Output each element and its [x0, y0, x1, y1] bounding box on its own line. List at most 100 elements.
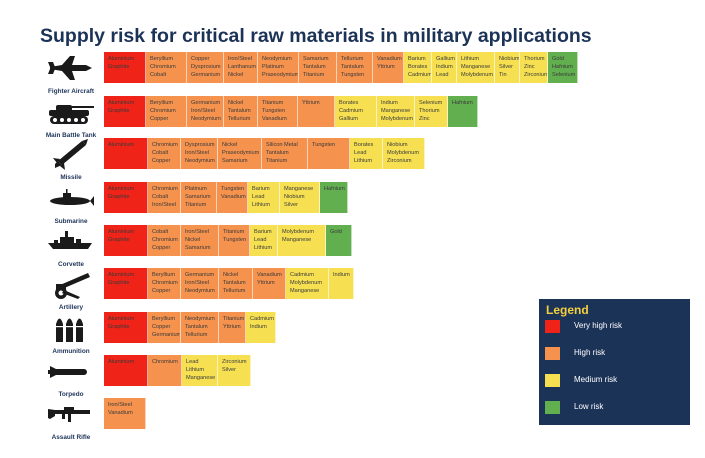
- material-label: Graphite: [108, 108, 130, 115]
- material-label: Hafnium: [552, 64, 573, 71]
- material-label: Copper: [150, 116, 169, 123]
- risk-cell: Yttrium: [298, 96, 335, 127]
- material-label: Selenium: [419, 100, 443, 106]
- material-label: Chromium: [152, 237, 178, 244]
- material-label: Tungsten: [341, 72, 365, 79]
- risk-cell: Gold Hafnium Selenium: [548, 52, 578, 83]
- material-label: Lithium: [252, 202, 271, 209]
- material-label: Silicon Metal: [266, 142, 298, 148]
- material-label: Titanium: [262, 100, 284, 106]
- material-label: Beryllium: [150, 100, 174, 106]
- material-label: Titanium: [303, 72, 325, 79]
- risk-cell: Hafnium: [448, 96, 478, 127]
- risk-cell: Aluminium Graphite: [104, 312, 148, 343]
- risk-cell: Nickel Tantalum Tellurium: [224, 96, 258, 127]
- risk-cell: Chromium Cobalt Iron/Steel: [148, 182, 181, 213]
- material-label: Titanium: [185, 202, 207, 209]
- material-label: Tin: [499, 72, 507, 79]
- material-label: Iron/Steel: [185, 280, 209, 287]
- risk-cell: Titanium Yttrium: [219, 312, 246, 343]
- risk-cell: Chromium: [148, 355, 182, 386]
- material-label: Titanium: [223, 229, 245, 235]
- material-label: Graphite: [108, 324, 130, 331]
- risk-cell: Nickel Tantalum Tellurium: [219, 268, 253, 299]
- material-label: Silver: [222, 367, 236, 374]
- risk-cell: Platinum Samarium Titanium: [181, 182, 217, 213]
- risk-cell: Vanadium Yttrium: [373, 52, 404, 83]
- material-label: Lanthanum: [228, 64, 256, 71]
- material-label: Beryllium: [150, 56, 174, 62]
- material-label: Tantalum: [341, 64, 364, 71]
- material-label: Indium: [381, 100, 398, 106]
- risk-cell: Iron/Steel Lanthanum Nickel: [224, 52, 258, 83]
- material-label: Nickel: [228, 72, 244, 79]
- material-label: Cobalt: [152, 150, 169, 157]
- risk-cell: Aluminium: [104, 355, 148, 386]
- risk-cell: Borates Lead Lithium: [350, 138, 383, 169]
- submarine-icon: [50, 189, 94, 206]
- material-label: Tungsten: [312, 142, 336, 148]
- material-label: Lead: [252, 194, 265, 201]
- risk-cell: Lithium Manganese Molybdenum: [457, 52, 495, 83]
- material-label: Germanium: [152, 332, 181, 339]
- risk-cell: Indium: [329, 268, 354, 299]
- material-label: Lead: [254, 237, 267, 244]
- material-label: Titanium: [266, 158, 288, 165]
- material-label: Iron/Steel: [191, 108, 215, 115]
- material-label: Copper: [191, 56, 210, 62]
- material-label: Graphite: [108, 194, 130, 201]
- legend-label: High risk: [574, 348, 606, 357]
- material-label: Molybdenum: [387, 150, 420, 157]
- material-label: Vanadium: [377, 56, 402, 62]
- material-label: Zirconium: [524, 72, 548, 79]
- material-label: Neodymium: [185, 288, 215, 295]
- material-label: Germanium: [191, 100, 221, 106]
- material-label: Samarium: [222, 158, 248, 165]
- fighter-aircraft-icon: [48, 56, 92, 80]
- material-label: Samarium: [303, 56, 329, 62]
- material-label: Neodymium: [185, 158, 215, 165]
- torpedo-icon: [48, 366, 87, 378]
- material-label: Aluminium: [108, 272, 135, 278]
- tank-icon: [49, 105, 94, 124]
- risk-cell: Copper Dysprosium Germanium: [187, 52, 224, 83]
- material-label: Tantalum: [266, 150, 289, 157]
- material-label: Beryllium: [152, 272, 176, 278]
- row-label-submarine: Submarine: [54, 218, 88, 225]
- risk-cell: Gold: [326, 225, 352, 256]
- material-label: Niobium: [284, 194, 305, 201]
- material-label: Molybdenum: [290, 280, 323, 287]
- material-label: Graphite: [108, 237, 130, 244]
- material-label: Samarium: [185, 245, 211, 252]
- material-label: Lithium: [254, 245, 273, 252]
- risk-cell: Barium Lead Lithium: [248, 182, 280, 213]
- material-label: Thorium: [524, 56, 545, 62]
- material-label: Aluminium: [108, 186, 135, 192]
- risk-cell: Tungsten: [308, 138, 350, 169]
- material-label: Molybdenum: [381, 116, 414, 123]
- risk-cell: Manganese Niobium Silver: [280, 182, 320, 213]
- risk-cell: Beryllium Chromium Copper: [146, 96, 187, 127]
- risk-cell: Neodymium Tantalum Tellurium: [181, 312, 219, 343]
- risk-cell: Niobium Silver Tin: [495, 52, 520, 83]
- risk-cell: Titanium Tungsten: [219, 225, 250, 256]
- material-label: Tantalum: [185, 324, 208, 331]
- material-label: Nickel: [185, 237, 201, 244]
- material-label: Yttrium: [377, 64, 395, 71]
- assault-rifle-icon: [48, 407, 90, 422]
- material-label: Barium: [254, 229, 272, 235]
- risk-cell: Aluminium Graphite: [104, 182, 148, 213]
- material-label: Gallium: [436, 56, 455, 62]
- material-label: Nickel: [222, 142, 238, 148]
- material-label: Aluminium: [108, 316, 135, 322]
- row-label-artillery: Artillery: [58, 304, 84, 311]
- material-label: Iron/Steel: [108, 402, 132, 408]
- material-label: Chromium: [152, 186, 178, 192]
- risk-cell: Aluminium Graphite: [104, 225, 148, 256]
- material-label: Nickel: [223, 272, 239, 278]
- material-label: Manganese: [284, 186, 314, 192]
- material-label: Cadmium: [250, 316, 274, 322]
- material-label: Manganese: [290, 288, 320, 295]
- risk-cell: Nickel Praseodymium Samarium: [218, 138, 262, 169]
- material-label: Barium: [252, 186, 270, 192]
